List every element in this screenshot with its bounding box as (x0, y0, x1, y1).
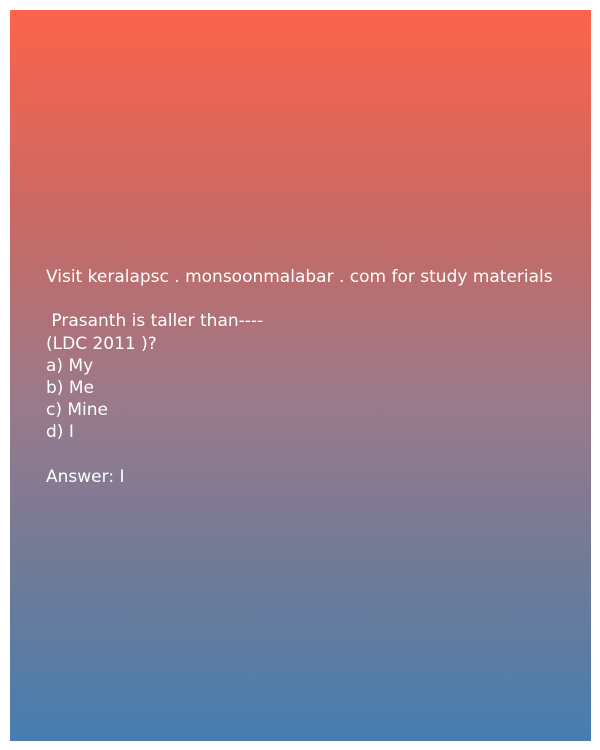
answer-text: Answer: I (46, 466, 125, 487)
option-a: a) My (46, 355, 94, 376)
option-d: d) I (46, 422, 74, 443)
question-content: Visit keralapsc . monsoonmalabar . com f… (46, 266, 576, 488)
question-text: Prasanth is taller than---- (46, 311, 264, 332)
spacer (46, 444, 576, 466)
question-card: Visit keralapsc . monsoonmalabar . com f… (10, 10, 591, 741)
question-source: (LDC 2011 )? (46, 333, 157, 354)
spacer (46, 288, 576, 310)
site-banner: Visit keralapsc . monsoonmalabar . com f… (46, 267, 553, 287)
option-c: c) Mine (46, 400, 109, 421)
option-b: b) Me (46, 378, 94, 398)
